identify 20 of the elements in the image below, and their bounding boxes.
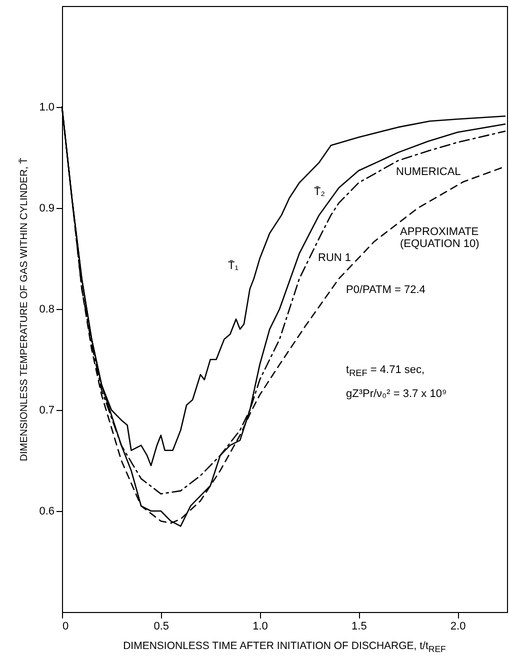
x-tick-label: 0 — [62, 620, 69, 632]
y-tick-label: 0.8 — [39, 304, 54, 316]
annotation: T̄₁ — [228, 260, 238, 272]
x-tick-label: 1.0 — [252, 620, 268, 632]
y-tick-label: 0.7 — [39, 404, 54, 416]
annotation: NUMERICAL — [396, 166, 461, 178]
y-tick-label: 1.0 — [39, 102, 54, 114]
y-axis-title: DIMENSIONLESS TEMPERATURE OF GAS WITHIN CYLINDER, T̄ — [18, 158, 30, 462]
annotation: RUN 1 — [318, 252, 352, 264]
y-tick-label: 0.9 — [39, 202, 54, 214]
annotation: T̄₂ — [314, 186, 325, 198]
x-tick-label: 0.5 — [154, 620, 170, 632]
y-tick-label: 0.6 — [39, 506, 54, 518]
annotation: APPROXIMATE (EQUATION 10) — [400, 226, 480, 250]
annotation: gZ³Pr/ν₀² = 3.7 x 10⁹ — [346, 388, 447, 400]
annotation: P0/PATM = 72.4 — [346, 284, 426, 296]
x-tick-label: 2.0 — [450, 620, 466, 632]
x-axis-title: DIMENSIONLESS TIME AFTER INITIATION OF DISCHARGE, t/t$_{REF}$ — [122, 640, 447, 654]
annotation: t$_{REF}$ = 4.71 sec, — [346, 364, 425, 380]
x-tick-label: 1.5 — [352, 620, 367, 632]
